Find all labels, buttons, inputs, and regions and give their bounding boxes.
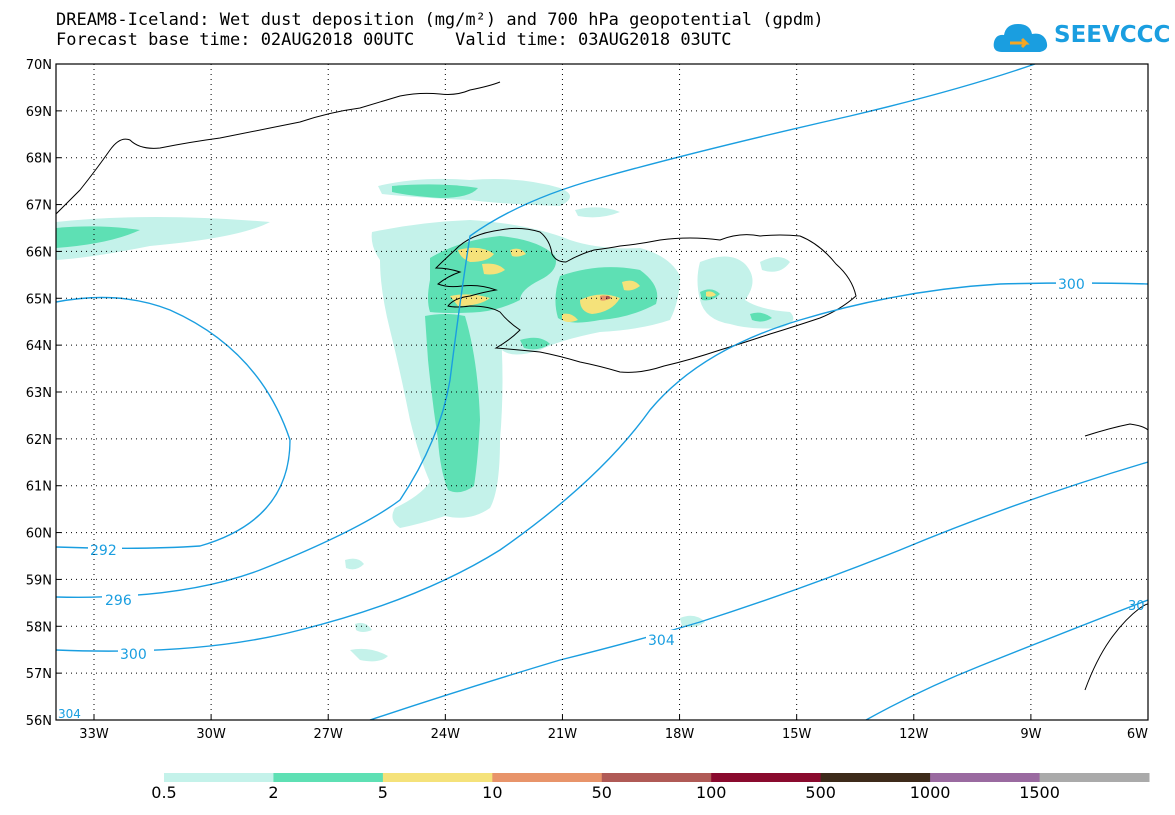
lat-label: 64N — [26, 339, 52, 354]
legend-label: 1000 — [909, 783, 951, 802]
lat-label: 66N — [26, 245, 52, 260]
lat-label: 58N — [26, 620, 52, 635]
lat-label: 59N — [26, 573, 52, 588]
legend-label: 10 — [482, 783, 503, 802]
coastline — [56, 81, 1148, 691]
lon-label: 30W — [196, 727, 226, 742]
seevccc-logo: SEEVCCC — [992, 18, 1172, 60]
legend-label: 5 — [377, 783, 388, 802]
legend-label: 50 — [591, 783, 612, 802]
lon-label: 15W — [782, 727, 812, 742]
legend-label: 2 — [268, 783, 279, 802]
lon-label: 21W — [548, 727, 578, 742]
lat-label: 57N — [26, 667, 52, 682]
logo-text: SEEVCCC — [1054, 22, 1171, 48]
graticule — [56, 64, 1148, 720]
legend-label: 500 — [805, 783, 836, 802]
legend-colorbar — [164, 773, 1150, 782]
legend-label: 0.5 — [151, 783, 177, 802]
legend-swatch — [820, 773, 931, 782]
legend-label: 1500 — [1019, 783, 1060, 802]
legend-swatch — [164, 773, 274, 782]
contour-label-30: 30 — [1128, 599, 1145, 614]
lat-label: 70N — [26, 58, 52, 73]
cloud-icon — [993, 24, 1048, 52]
lon-label: 12W — [899, 727, 929, 742]
legend-swatch — [1039, 773, 1150, 782]
lat-label: 61N — [26, 480, 52, 495]
legend-swatch — [273, 773, 384, 782]
contour-label-292: 292 — [90, 543, 117, 559]
lat-label: 68N — [26, 152, 52, 167]
legend-label: 100 — [695, 783, 727, 802]
lat-label: 69N — [26, 105, 52, 120]
contour-label-296: 296 — [105, 593, 132, 609]
contour-label-304b: 304 — [58, 707, 81, 721]
lat-label: 63N — [26, 386, 52, 401]
map-subtitle: Forecast base time: 02AUG2018 00UTC Vali… — [56, 30, 732, 50]
legend-swatch — [930, 773, 1041, 782]
contour-label-300: 300 — [120, 647, 147, 663]
legend-swatch — [601, 773, 712, 782]
lat-label: 60N — [26, 527, 52, 542]
lon-label: 24W — [431, 727, 461, 742]
legend-swatch — [492, 773, 603, 782]
lon-label: 18W — [665, 727, 695, 742]
contour-label-300b: 300 — [1058, 277, 1085, 293]
dust-deposition-field — [56, 178, 794, 662]
lat-label: 67N — [26, 199, 52, 214]
map-title: DREAM8-Iceland: Wet dust deposition (mg/… — [56, 10, 824, 30]
lon-label: 33W — [79, 727, 109, 742]
contour-label-304: 304 — [648, 633, 675, 649]
latitude-axis: 70N 69N 68N 67N 66N 65N 64N 63N 62N 61N 60N 59N 58N 5… — [26, 58, 61, 729]
legend-swatch — [382, 773, 493, 782]
lat-label: 56N — [26, 714, 52, 729]
longitude-axis: 33W 30W 27W 24W 21W 18W 15W 12W 9W 6W — [79, 715, 1149, 742]
lat-label: 65N — [26, 292, 52, 307]
lat-label: 62N — [26, 433, 52, 448]
lon-label: 27W — [314, 727, 344, 742]
lon-label: 6W — [1127, 727, 1148, 742]
lon-label: 9W — [1020, 727, 1041, 742]
geopotential-contours — [56, 64, 1148, 720]
contour-labels: 292 296 300 300 304 304 30 — [58, 274, 1145, 721]
legend-swatch — [711, 773, 822, 782]
